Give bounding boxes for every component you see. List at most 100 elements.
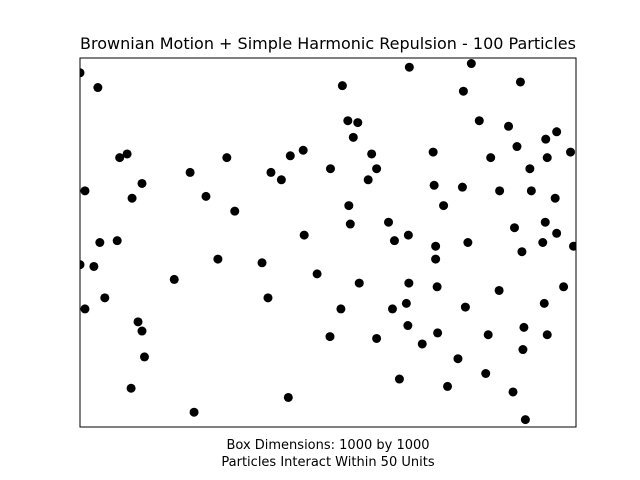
particle-point-73 — [481, 369, 491, 378]
particle-point-5 — [89, 261, 99, 271]
particle-point-32 — [312, 269, 322, 279]
particle-point-25 — [257, 258, 267, 268]
particle-point-77 — [495, 186, 505, 196]
particle-point-97 — [559, 282, 569, 292]
plot-area-frame — [79, 57, 577, 428]
particle-point-80 — [510, 223, 519, 233]
particle-point-95 — [550, 193, 560, 203]
particle-point-43 — [354, 278, 364, 288]
particle-point-7 — [80, 304, 90, 314]
particle-point-58 — [428, 147, 438, 157]
particle-point-57 — [417, 339, 427, 349]
particle-point-47 — [372, 333, 382, 343]
chart-title: Brownian Motion + Simple Harmonic Repuls… — [80, 34, 576, 53]
particle-point-35 — [325, 332, 335, 342]
particle-point-36 — [336, 304, 346, 314]
particle-point-90 — [539, 298, 549, 308]
particle-point-61 — [431, 254, 441, 264]
particle-point-23 — [230, 206, 240, 216]
particle-point-10 — [115, 153, 125, 163]
particle-point-56 — [404, 62, 414, 72]
particle-point-24 — [189, 407, 199, 417]
particle-point-3 — [80, 186, 90, 196]
particle-point-87 — [525, 164, 535, 174]
x-axis-label-line-2: Particles Interact Within 50 Units — [221, 455, 434, 470]
particle-point-63 — [433, 328, 443, 338]
particle-point-12 — [137, 178, 147, 188]
particle-point-82 — [515, 77, 525, 87]
particle-point-55 — [404, 278, 414, 288]
particle-point-37 — [337, 81, 347, 91]
particle-point-50 — [389, 236, 399, 246]
particle-point-91 — [540, 217, 550, 227]
particle-point-72 — [474, 116, 484, 126]
particle-point-79 — [508, 387, 518, 397]
scatter-points — [80, 59, 576, 425]
particle-point-42 — [353, 118, 363, 128]
particle-point-4 — [80, 260, 85, 270]
particle-point-28 — [276, 175, 286, 185]
particle-point-65 — [443, 381, 453, 391]
particle-point-70 — [463, 238, 473, 247]
particle-point-40 — [345, 219, 355, 229]
particle-point-15 — [137, 326, 147, 336]
particle-point-29 — [285, 151, 295, 161]
particle-point-41 — [348, 132, 358, 142]
particle-point-99 — [569, 241, 576, 251]
particle-point-67 — [457, 182, 467, 192]
particle-point-2 — [93, 83, 103, 93]
particle-point-8 — [100, 293, 110, 303]
particle-point-93 — [542, 330, 552, 340]
particle-point-11 — [122, 149, 132, 159]
particle-point-44 — [363, 175, 373, 185]
particle-point-76 — [494, 285, 504, 295]
x-axis-label-line-1: Box Dimensions: 1000 by 1000 — [226, 438, 429, 453]
particle-point-46 — [372, 164, 382, 174]
particle-point-85 — [519, 322, 529, 332]
particle-point-84 — [518, 345, 528, 355]
particle-point-100 — [552, 127, 562, 137]
particle-point-26 — [263, 293, 273, 303]
particle-point-94 — [542, 153, 552, 163]
particle-point-98 — [566, 147, 576, 157]
particle-point-60 — [431, 241, 441, 251]
particle-point-31 — [299, 230, 309, 240]
particle-point-64 — [439, 201, 449, 211]
particle-point-19 — [185, 167, 195, 177]
particle-point-81 — [512, 142, 522, 152]
particle-point-78 — [504, 121, 514, 131]
particle-point-49 — [387, 304, 397, 314]
particle-point-18 — [169, 274, 179, 284]
particle-point-88 — [526, 186, 536, 196]
particle-point-62 — [432, 282, 442, 292]
particle-point-86 — [520, 415, 530, 425]
particle-point-6 — [95, 238, 105, 247]
particle-point-21 — [213, 254, 223, 264]
particle-point-69 — [460, 302, 470, 312]
particle-point-14 — [133, 317, 143, 327]
particle-point-92 — [541, 134, 551, 144]
particle-point-54 — [403, 230, 413, 240]
particle-point-22 — [222, 153, 232, 163]
particle-point-39 — [344, 201, 354, 211]
particle-point-51 — [394, 374, 404, 384]
particle-point-75 — [486, 153, 496, 163]
particle-point-33 — [283, 392, 293, 402]
particle-point-13 — [127, 193, 137, 203]
particle-point-20 — [201, 191, 211, 201]
particle-point-1 — [80, 68, 85, 78]
particle-point-74 — [483, 330, 493, 340]
particle-point-27 — [266, 167, 276, 177]
particle-point-9 — [112, 236, 122, 246]
particle-point-16 — [139, 352, 149, 362]
particle-point-71 — [466, 59, 476, 69]
particle-point-17 — [126, 383, 136, 393]
particle-point-59 — [429, 180, 439, 190]
particle-point-53 — [403, 321, 413, 331]
particle-point-45 — [367, 149, 377, 159]
particle-point-83 — [517, 247, 527, 257]
particle-point-34 — [325, 164, 335, 174]
particle-point-89 — [538, 238, 548, 247]
